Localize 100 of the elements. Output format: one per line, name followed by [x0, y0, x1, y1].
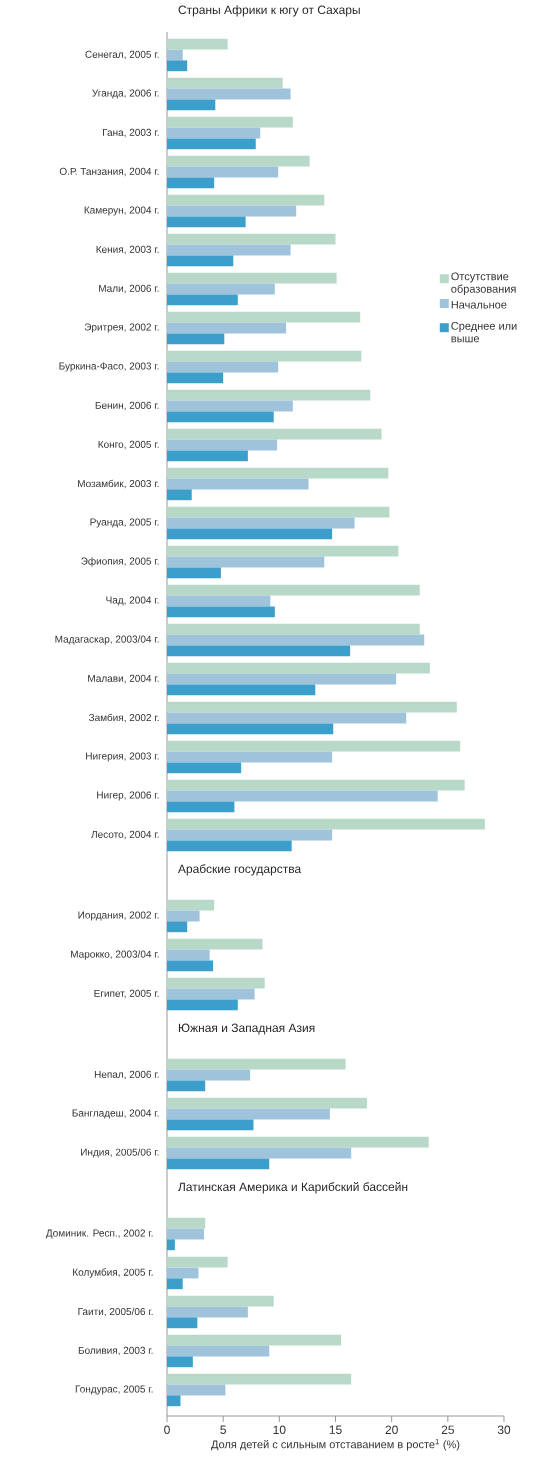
- bar: [167, 662, 430, 674]
- bar: [167, 899, 215, 911]
- y-tick-label: Малави, 2004 г.: [88, 674, 159, 684]
- x-tick-label: 0: [164, 1425, 170, 1435]
- bar: [167, 49, 183, 61]
- bar: [167, 567, 221, 579]
- chart-title: Южная и Западная Азия: [178, 1023, 315, 1035]
- bar: [167, 216, 246, 228]
- y-tick-label: Гондурас, 2005 г.: [75, 1385, 153, 1395]
- bar: [167, 389, 371, 401]
- y-tick-label: Эритрея, 2002 г.: [84, 323, 159, 333]
- bar: [167, 1256, 228, 1268]
- bar: [167, 517, 355, 529]
- bar: [167, 411, 274, 423]
- y-tick-label: О.Р. Танзания, 2004 г.: [59, 167, 159, 177]
- chart-title: Арабские государства: [177, 864, 302, 876]
- legend-label: Отсутствие образования: [451, 272, 516, 295]
- bar: [167, 205, 297, 217]
- bar: [167, 801, 235, 813]
- bar: [167, 779, 465, 791]
- bar: [167, 999, 238, 1011]
- bar: [167, 478, 309, 490]
- y-tick-label: Сенегал, 2005 г.: [85, 50, 159, 60]
- y-tick-label: Боливия, 2003 г.: [78, 1346, 153, 1356]
- chart-title: Латинская Америка и Карибский бассейн: [178, 1182, 408, 1194]
- bar: [167, 623, 420, 635]
- bar: [167, 372, 224, 384]
- bar: [167, 584, 420, 596]
- bar: [167, 595, 271, 607]
- bar: [167, 1345, 270, 1357]
- bar: [167, 38, 228, 50]
- bar: [167, 60, 188, 72]
- bar: [167, 489, 192, 501]
- y-tick-label: Доминик. Респ., 2002 г.: [45, 1229, 153, 1239]
- y-tick-label: Гана, 2003 г.: [103, 128, 159, 138]
- y-tick-label: Камерун, 2004 г.: [84, 206, 159, 216]
- bar: [167, 1278, 183, 1290]
- bar: [167, 1136, 429, 1148]
- y-tick-label: Мали, 2006 г.: [99, 284, 159, 294]
- bar: [167, 77, 283, 89]
- bar: [167, 467, 389, 479]
- bar: [167, 740, 461, 752]
- y-tick-label: Нигерия, 2003 г.: [86, 752, 159, 762]
- bar: [167, 1395, 181, 1407]
- bar: [167, 1058, 346, 1070]
- bar: [167, 684, 316, 696]
- bar: [167, 1080, 206, 1092]
- y-tick-label: Колумбия, 2005 г.: [73, 1268, 153, 1278]
- y-tick-label: Марокко, 2003/04 г.: [71, 950, 159, 960]
- y-tick-label: Буркина-Фасо, 2003 г.: [59, 362, 159, 372]
- bar: [167, 272, 337, 284]
- x-tick-label: 30: [497, 1425, 511, 1435]
- y-tick-label: Бенин, 2006 г.: [95, 401, 159, 411]
- x-tick-label: 10: [273, 1425, 286, 1435]
- bar: [167, 977, 265, 989]
- bar: [167, 1119, 254, 1131]
- bar: [167, 506, 390, 518]
- bar: [167, 1373, 352, 1385]
- bar: [167, 233, 336, 245]
- bar: [167, 673, 397, 685]
- chart-title: Страны Африки к югу от Сахары: [178, 5, 360, 17]
- bar: [167, 1356, 193, 1368]
- y-tick-label: Лесото, 2004 г.: [91, 830, 159, 840]
- bar: [167, 1317, 198, 1329]
- y-tick-label: Замбия, 2002 г.: [88, 713, 159, 723]
- y-tick-label: Индия, 2005/06 г.: [81, 1148, 159, 1158]
- bar: [167, 960, 214, 972]
- legend-label: Начальное: [451, 300, 507, 309]
- bar: [167, 255, 234, 267]
- bar: [167, 723, 334, 735]
- y-tick-label: Уганда, 2006 г.: [92, 89, 159, 99]
- bar: [167, 818, 485, 830]
- bar: [167, 428, 382, 440]
- bar: [167, 294, 238, 306]
- bar: [167, 645, 351, 657]
- bar: [167, 790, 438, 802]
- bar: [167, 1069, 251, 1081]
- bar: [167, 1239, 175, 1251]
- y-tick-label: Египет, 2005 г.: [94, 989, 159, 999]
- y-tick-label: Бангладеш, 2004 г.: [72, 1109, 159, 1119]
- bar: [167, 1147, 352, 1159]
- x-axis-title: Доля детей с сильным отставанием в росте$^{1}$ (%): [211, 1438, 460, 1451]
- y-tick-label: Руанда, 2005 г.: [90, 518, 159, 528]
- bar: [167, 400, 293, 412]
- bar: [167, 1384, 226, 1396]
- bar: [167, 762, 242, 774]
- y-tick-label: Иордания, 2002 г.: [78, 911, 159, 921]
- x-tick-label: 20: [385, 1425, 398, 1435]
- bar: [167, 138, 256, 150]
- y-tick-label: Нигер, 2006 г.: [97, 791, 159, 801]
- y-tick-label: Мадагаскар, 2003/04 г.: [55, 635, 159, 645]
- bar: [167, 99, 216, 111]
- y-tick-label: Мозамбик, 2003 г.: [78, 479, 159, 489]
- bar: [167, 177, 215, 189]
- bar: [167, 528, 333, 540]
- bar: [167, 116, 293, 128]
- bar: [167, 545, 399, 557]
- bar: [167, 1334, 342, 1346]
- bar: [167, 1217, 206, 1229]
- y-tick-label: Непал, 2006 г.: [94, 1070, 159, 1080]
